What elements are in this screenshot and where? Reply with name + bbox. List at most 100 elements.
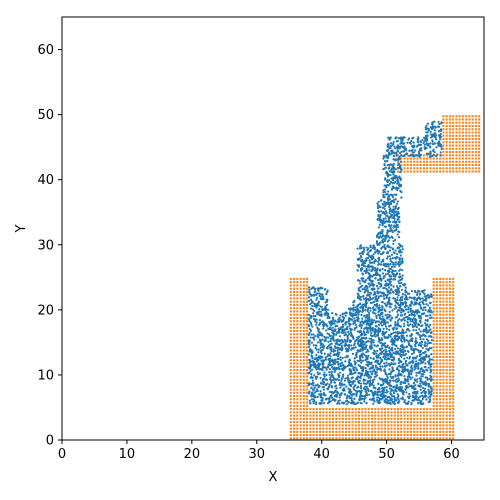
fluid-particle [416,355,419,358]
boundary-particle [403,164,406,167]
fluid-particle [357,339,360,343]
fluid-particle [355,394,358,397]
boundary-particle [306,427,309,430]
boundary-particle [445,164,448,167]
boundary-particle [289,385,292,388]
fluid-particle [429,371,432,374]
fluid-particle [344,360,347,363]
boundary-particle [448,121,451,124]
fluid-particle [404,304,407,307]
fluid-particle [409,360,413,364]
boundary-particle [293,359,296,362]
fluid-particle [415,293,419,296]
fluid-particle [358,398,361,402]
fluid-particle [329,400,332,403]
boundary-particle [435,417,438,420]
fluid-particle [368,385,371,388]
boundary-particle [432,404,435,407]
fluid-particle [345,397,348,400]
boundary-particle [465,151,468,154]
boundary-particle [416,160,419,163]
boundary-particle [442,144,445,147]
fluid-particle [347,401,350,404]
boundary-particle [448,339,451,342]
fluid-particle [391,149,394,152]
boundary-particle [293,395,296,398]
boundary-particle [293,326,296,329]
boundary-particle [448,281,451,284]
boundary-particle [309,424,312,427]
boundary-particle [478,170,481,173]
fluid-particle [390,265,394,269]
fluid-particle [395,252,399,256]
fluid-particle [367,311,371,315]
fluid-particle [371,390,374,393]
fluid-particle [392,331,395,334]
fluid-particle [357,372,360,375]
boundary-particle [445,414,448,417]
fluid-particle [433,142,436,145]
boundary-particle [306,349,309,352]
boundary-particle [445,320,448,323]
fluid-particle [334,325,337,328]
boundary-particle [435,284,438,287]
fluid-particle [359,254,363,258]
fluid-particle [387,151,391,154]
boundary-particle [299,375,302,378]
boundary-particle [416,417,419,420]
boundary-particle [387,437,390,440]
boundary-particle [390,408,393,411]
boundary-particle [439,424,442,427]
boundary-particle [442,434,445,437]
boundary-particle [335,421,338,424]
boundary-particle [325,417,328,420]
boundary-particle [445,151,448,154]
boundary-particle [432,362,435,365]
boundary-particle [455,141,458,144]
boundary-particle [461,124,464,128]
boundary-particle [452,424,455,427]
fluid-particle [392,163,395,167]
fluid-particle [382,295,385,298]
fluid-particle [388,212,391,215]
boundary-particle [452,294,455,297]
boundary-particle [432,287,435,290]
boundary-particle [403,421,406,424]
boundary-particle [448,277,451,280]
boundary-particle [406,408,409,411]
fluid-particle [383,167,386,170]
boundary-particle [315,421,318,424]
fluid-particle [391,309,394,312]
boundary-particle [442,408,445,411]
boundary-particle [315,430,318,433]
fluid-particle [321,338,324,341]
boundary-particle [409,160,412,163]
boundary-particle [445,326,448,329]
fluid-particle [349,393,353,396]
boundary-particle [299,313,302,316]
boundary-particle [416,430,419,433]
boundary-particle [289,356,292,359]
boundary-particle [432,372,435,375]
boundary-particle [396,408,399,411]
boundary-particle [403,157,406,160]
boundary-particle [478,141,481,144]
boundary-particle [478,137,481,141]
fluid-particle [390,362,393,365]
boundary-particle [432,277,435,280]
fluid-particle [335,352,339,356]
fluid-particle [386,229,390,232]
fluid-particle [398,272,401,276]
boundary-particle [296,385,299,388]
boundary-particle [293,287,296,290]
fluid-particle [317,328,320,331]
fluid-particle [359,401,362,404]
boundary-particle [302,320,305,323]
boundary-particle [435,170,438,173]
boundary-particle [299,303,302,306]
fluid-particle [325,292,328,295]
boundary-particle [442,427,445,430]
fluid-particle [380,210,383,213]
boundary-particle [289,307,292,310]
boundary-particle [380,417,383,420]
